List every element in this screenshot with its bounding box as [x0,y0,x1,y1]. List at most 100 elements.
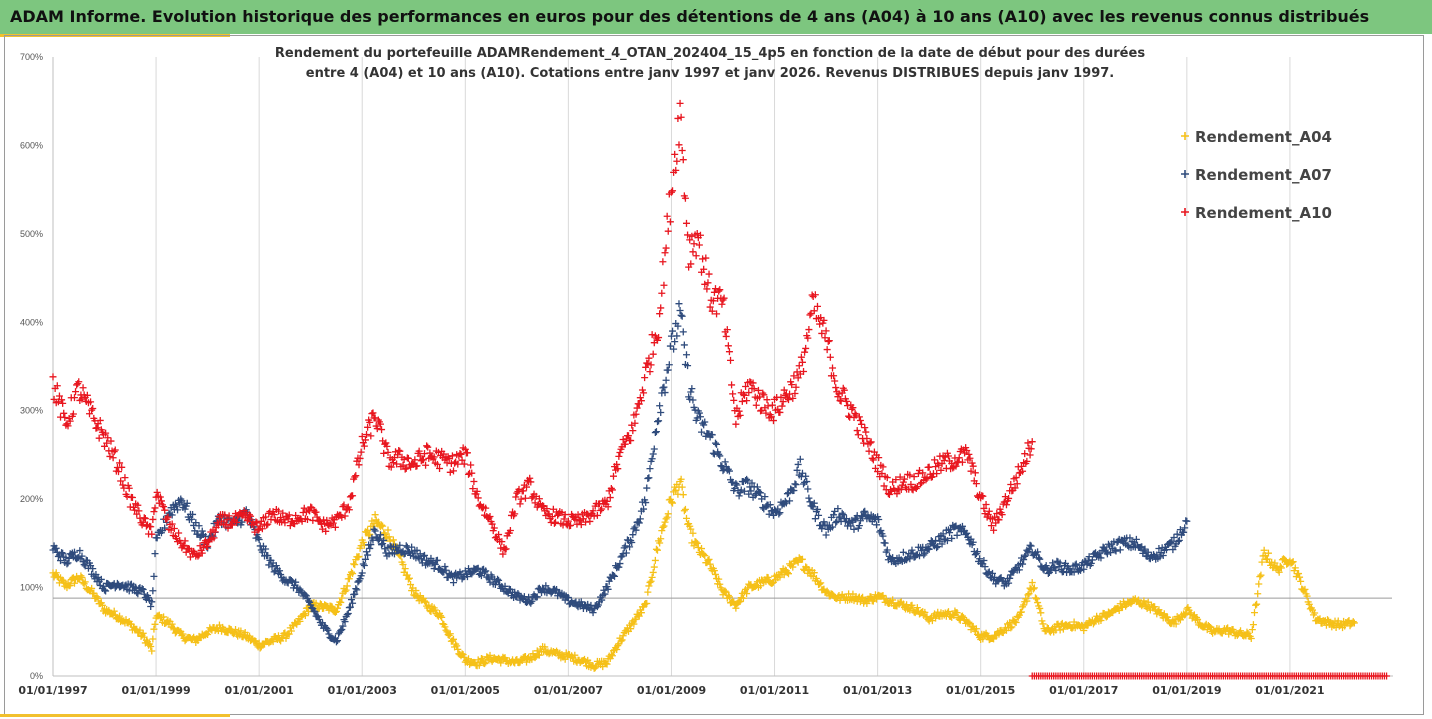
rendement-a10-point [845,412,853,420]
rendement-a04-point [343,582,351,590]
rendement-a10-point [900,475,908,483]
rendement-a07-point [899,548,907,556]
rendement-a10-point [641,374,649,382]
rendement-a10-point [451,459,459,467]
data-points [49,99,1391,680]
rendement-a04-point [341,587,349,595]
rendement-a10-point [198,549,206,557]
rendement-a07-point [1156,553,1164,561]
rendement-a07-point [984,569,992,577]
rendement-a07-point [766,501,774,509]
rendement-a04-point [149,635,157,643]
rendement-a10-point [389,459,397,467]
rendement-a10-point [123,492,131,500]
rendement-a10-point [258,525,266,533]
rendement-a10-point [151,504,159,512]
rendement-a07-point [277,570,285,578]
rendement-a04-point [1297,577,1305,585]
rendement-a10-point [128,494,136,502]
rendement-a07-point [533,593,541,601]
rendement-a04-point [736,597,744,605]
rendement-a04-point [983,631,991,639]
rendement-a04-point [378,521,386,529]
rendement-a07-point [648,455,656,463]
rendement-a07-point [650,445,658,453]
rendement-a10-point [139,518,147,526]
rendement-a04-point [1256,573,1264,581]
rendement-a07-point [717,462,725,470]
rendement-a10-point [521,494,529,502]
rendement-a07-point [889,554,897,562]
rendement-a10-point [160,503,168,511]
rendement-a04-point [889,596,897,604]
rendement-a07-point [542,582,550,590]
rendement-a10-point [678,147,686,155]
rendement-a07-point [1097,554,1105,562]
rendement-a04-point [602,659,610,667]
rendement-a07-point [830,511,838,519]
rendement-a07-point [324,626,332,634]
rendement-a07-point [680,341,688,349]
rendement-a04-point [700,550,708,558]
rendement-a07-point [677,311,685,319]
rendement-a10-point [666,218,674,226]
rendement-a10-point [695,241,703,249]
rendement-a04-point [232,626,240,634]
rendement-a04-point [431,606,439,614]
rendement-a04-point [661,518,669,526]
rendement-a07-point [877,527,885,535]
rendement-a04-point [706,560,714,568]
rendement-a10-point [969,462,977,470]
rendement-a07-point [744,477,752,485]
rendement-a07-point [495,576,503,584]
rendement-a07-point [619,550,627,558]
rendement-a10-point [955,454,963,462]
rendement-a10-point [253,519,261,527]
rendement-a07-point [501,582,509,590]
rendement-a10-point [659,258,667,266]
rendement-a04-point [1301,585,1309,593]
chart-title-line-2: entre 4 (A04) et 10 ans (A10). Cotations… [305,66,1115,81]
rendement-a10-point [167,526,175,534]
rendement-a07-point [662,376,670,384]
rendement-a10-point [358,432,366,440]
rendement-a04-point [442,626,450,634]
rendement-a07-point [1019,560,1027,568]
rendement-a07-point [442,566,450,574]
y-tick-label: 400% [20,317,43,327]
rendement-a10-point [201,537,209,545]
rendement-a07-point [351,590,359,598]
rendement-a10-point [53,382,61,390]
rendement-a10-point [498,538,506,546]
rendement-a07-point [635,519,643,527]
rendement-a10-point [366,418,374,426]
rendement-a10-point [399,461,407,469]
rendement-a04-point [689,529,697,537]
rendement-a07-point [1085,553,1093,561]
rendement-a04-point [405,574,413,582]
rendement-a10-point [461,445,469,453]
x-tick-label: 01/01/2015 [946,684,1015,697]
rendement-a10-point [140,514,148,522]
rendement-a10-point [907,480,915,488]
rendement-a04-point [739,594,747,602]
rendement-a10-point [935,461,943,469]
rendement-a10-point [75,378,83,386]
rendement-a10-point [860,439,868,447]
rendement-a07-point [1062,559,1070,567]
rendement-a10-point [777,393,785,401]
rendement-a10-point [732,420,740,428]
rendement-a07-point [716,452,724,460]
rendement-a04-point [287,627,295,635]
rendement-a10-point [687,260,695,268]
rendement-a07-point [604,585,612,593]
rendement-a07-point [441,563,449,571]
rendement-a10-point [835,390,843,398]
rendement-a04-point [384,526,392,534]
rendement-a04-point [1281,556,1289,564]
rendement-a04-point [325,606,333,614]
rendement-a10-point [656,310,664,318]
rendement-a07-point [258,548,266,556]
rendement-a04-point [237,627,245,635]
